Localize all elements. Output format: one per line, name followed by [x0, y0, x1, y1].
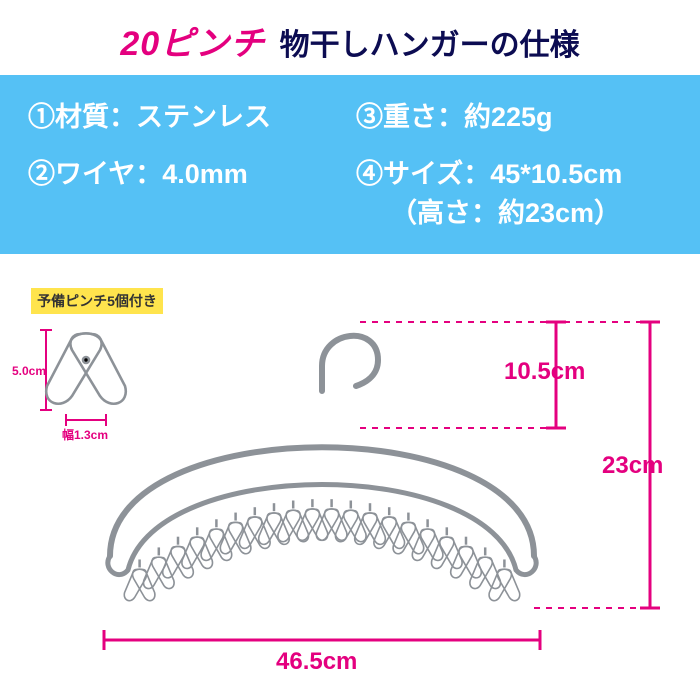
spec-size: ④サイズ：45*10.5cm: [356, 152, 672, 191]
title-spec: 物干しハンガーの仕様: [280, 29, 580, 62]
dim-width: 46.5cm: [276, 648, 357, 676]
title-pinch: 20ピンチ: [120, 25, 265, 63]
spec-material: ①材質：ステンレス: [28, 95, 344, 134]
spec-height: （高さ：約23cm）: [356, 191, 672, 230]
dim-total-height: 23cm: [602, 452, 663, 480]
dim-hook-height: 10.5cm: [504, 358, 585, 386]
spec-wire: ②ワイヤ：4.0mm: [28, 152, 344, 230]
title-row: 20ピンチ 物干しハンガーの仕様: [0, 0, 700, 75]
spec-block: ①材質：ステンレス ③重さ：約225g ②ワイヤ：4.0mm ④サイズ：45*1…: [0, 75, 700, 254]
spare-length-label: 5.0cm: [12, 364, 46, 378]
hanger-diagram: 10.5cm 23cm 46.5cm: [60, 296, 680, 676]
spec-weight: ③重さ：約225g: [356, 95, 672, 134]
